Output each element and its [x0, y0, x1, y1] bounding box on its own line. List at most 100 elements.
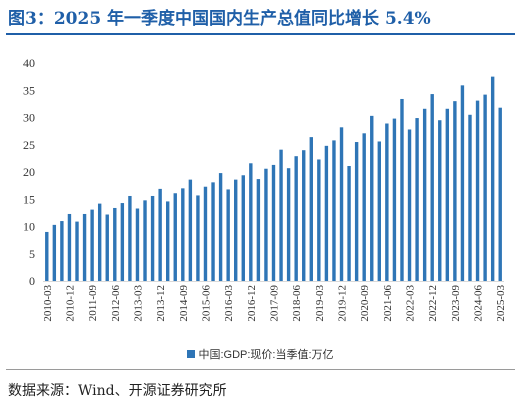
y-tick-label: 20 — [23, 165, 35, 179]
bar — [468, 114, 472, 281]
bar — [150, 195, 155, 281]
bar — [422, 108, 427, 281]
bar — [97, 203, 102, 281]
bar — [385, 123, 389, 281]
legend-swatch — [187, 350, 196, 358]
bar — [400, 98, 404, 281]
bar — [135, 208, 140, 281]
bar — [60, 221, 64, 281]
bar — [438, 120, 442, 281]
bar — [354, 142, 359, 281]
chart-title: 图3：2025 年一季度中国国内生产总值同比增长 5.4% — [8, 9, 431, 29]
y-tick-label: 30 — [23, 111, 35, 125]
bar — [226, 189, 230, 281]
legend-label: 中国:GDP:现价:当季值:万亿 — [198, 349, 334, 361]
bar — [241, 175, 245, 281]
bar — [45, 231, 49, 281]
x-axis: 2010-03 2010-12 2011-09 2012-06 2013-03 2013-… — [42, 285, 507, 322]
bar — [362, 133, 366, 281]
x-tick-label: 2023-09 — [450, 285, 462, 322]
x-tick-label: 2010-12 — [64, 285, 76, 322]
bar — [67, 213, 72, 281]
bar — [317, 159, 321, 281]
bar — [370, 115, 374, 281]
x-tick-label: 2010-03 — [42, 285, 54, 322]
bar — [188, 179, 193, 281]
y-tick-label: 5 — [29, 247, 35, 261]
bar — [324, 145, 329, 281]
y-tick-label: 25 — [23, 138, 35, 152]
x-tick-label: 2021-06 — [382, 285, 394, 322]
bar — [377, 141, 381, 281]
bar — [498, 107, 502, 281]
bar — [105, 214, 109, 281]
bar — [445, 108, 450, 281]
bar — [271, 164, 276, 281]
bar — [52, 224, 57, 281]
bar — [181, 188, 185, 281]
bar — [332, 140, 336, 281]
bar-series — [45, 76, 502, 282]
x-tick-label: 2016-12 — [246, 285, 258, 322]
bar — [173, 193, 177, 281]
x-tick-label: 2019-12 — [337, 285, 349, 322]
y-tick-label: 0 — [29, 274, 35, 288]
bar — [453, 101, 457, 282]
legend: 中国:GDP:现价:当季值:万亿 — [0, 346, 521, 362]
bar — [264, 168, 268, 281]
x-tick-label: 2015-06 — [200, 285, 212, 322]
bar — [339, 127, 344, 281]
x-tick-label: 2020-09 — [359, 285, 371, 322]
bar — [90, 209, 94, 281]
x-tick-label: 2014-09 — [178, 285, 190, 322]
x-tick-label: 2017-09 — [269, 285, 281, 322]
bar — [113, 207, 117, 281]
y-tick-label: 10 — [23, 220, 35, 234]
bar — [460, 85, 465, 281]
x-tick-label: 2019-03 — [314, 285, 326, 322]
bar — [483, 94, 487, 281]
bar — [158, 188, 162, 281]
bar — [294, 156, 298, 281]
bar — [415, 118, 419, 281]
x-tick-label: 2025-03 — [495, 285, 507, 322]
bar — [347, 166, 351, 281]
bar — [430, 94, 434, 281]
bar — [75, 221, 79, 281]
bar — [286, 168, 291, 281]
x-tick-label: 2012-06 — [110, 285, 122, 322]
bar — [309, 137, 313, 281]
bar — [392, 118, 397, 281]
footer-rule — [6, 369, 515, 370]
x-tick-label: 2018-06 — [291, 285, 303, 322]
bar — [490, 76, 495, 282]
bar — [256, 179, 261, 281]
x-tick-label: 2024-06 — [473, 285, 485, 322]
y-axis: 0 5 10 15 20 25 30 35 40 — [23, 56, 35, 288]
x-tick-label: 2011-09 — [87, 285, 99, 322]
bar — [82, 213, 87, 281]
bar — [120, 203, 125, 281]
x-tick-label: 2013-12 — [155, 285, 167, 322]
title-underline — [6, 33, 515, 35]
x-tick-label: 2013-03 — [132, 285, 144, 322]
bar — [475, 100, 480, 281]
x-tick-label: 2022-12 — [427, 285, 439, 322]
bar — [407, 129, 412, 281]
bar — [196, 195, 200, 281]
bar — [218, 173, 223, 281]
bar — [143, 200, 147, 281]
x-tick-label: 2022-03 — [405, 285, 417, 322]
bar — [279, 149, 283, 281]
bar — [211, 182, 215, 281]
y-tick-label: 35 — [23, 83, 35, 97]
bar — [128, 195, 132, 281]
x-tick-label: 2016-03 — [223, 285, 235, 322]
bar — [302, 150, 306, 281]
bar — [203, 186, 208, 281]
bar — [166, 201, 170, 281]
y-tick-label: 40 — [23, 56, 35, 70]
y-tick-label: 15 — [23, 192, 35, 206]
bar — [249, 163, 253, 281]
